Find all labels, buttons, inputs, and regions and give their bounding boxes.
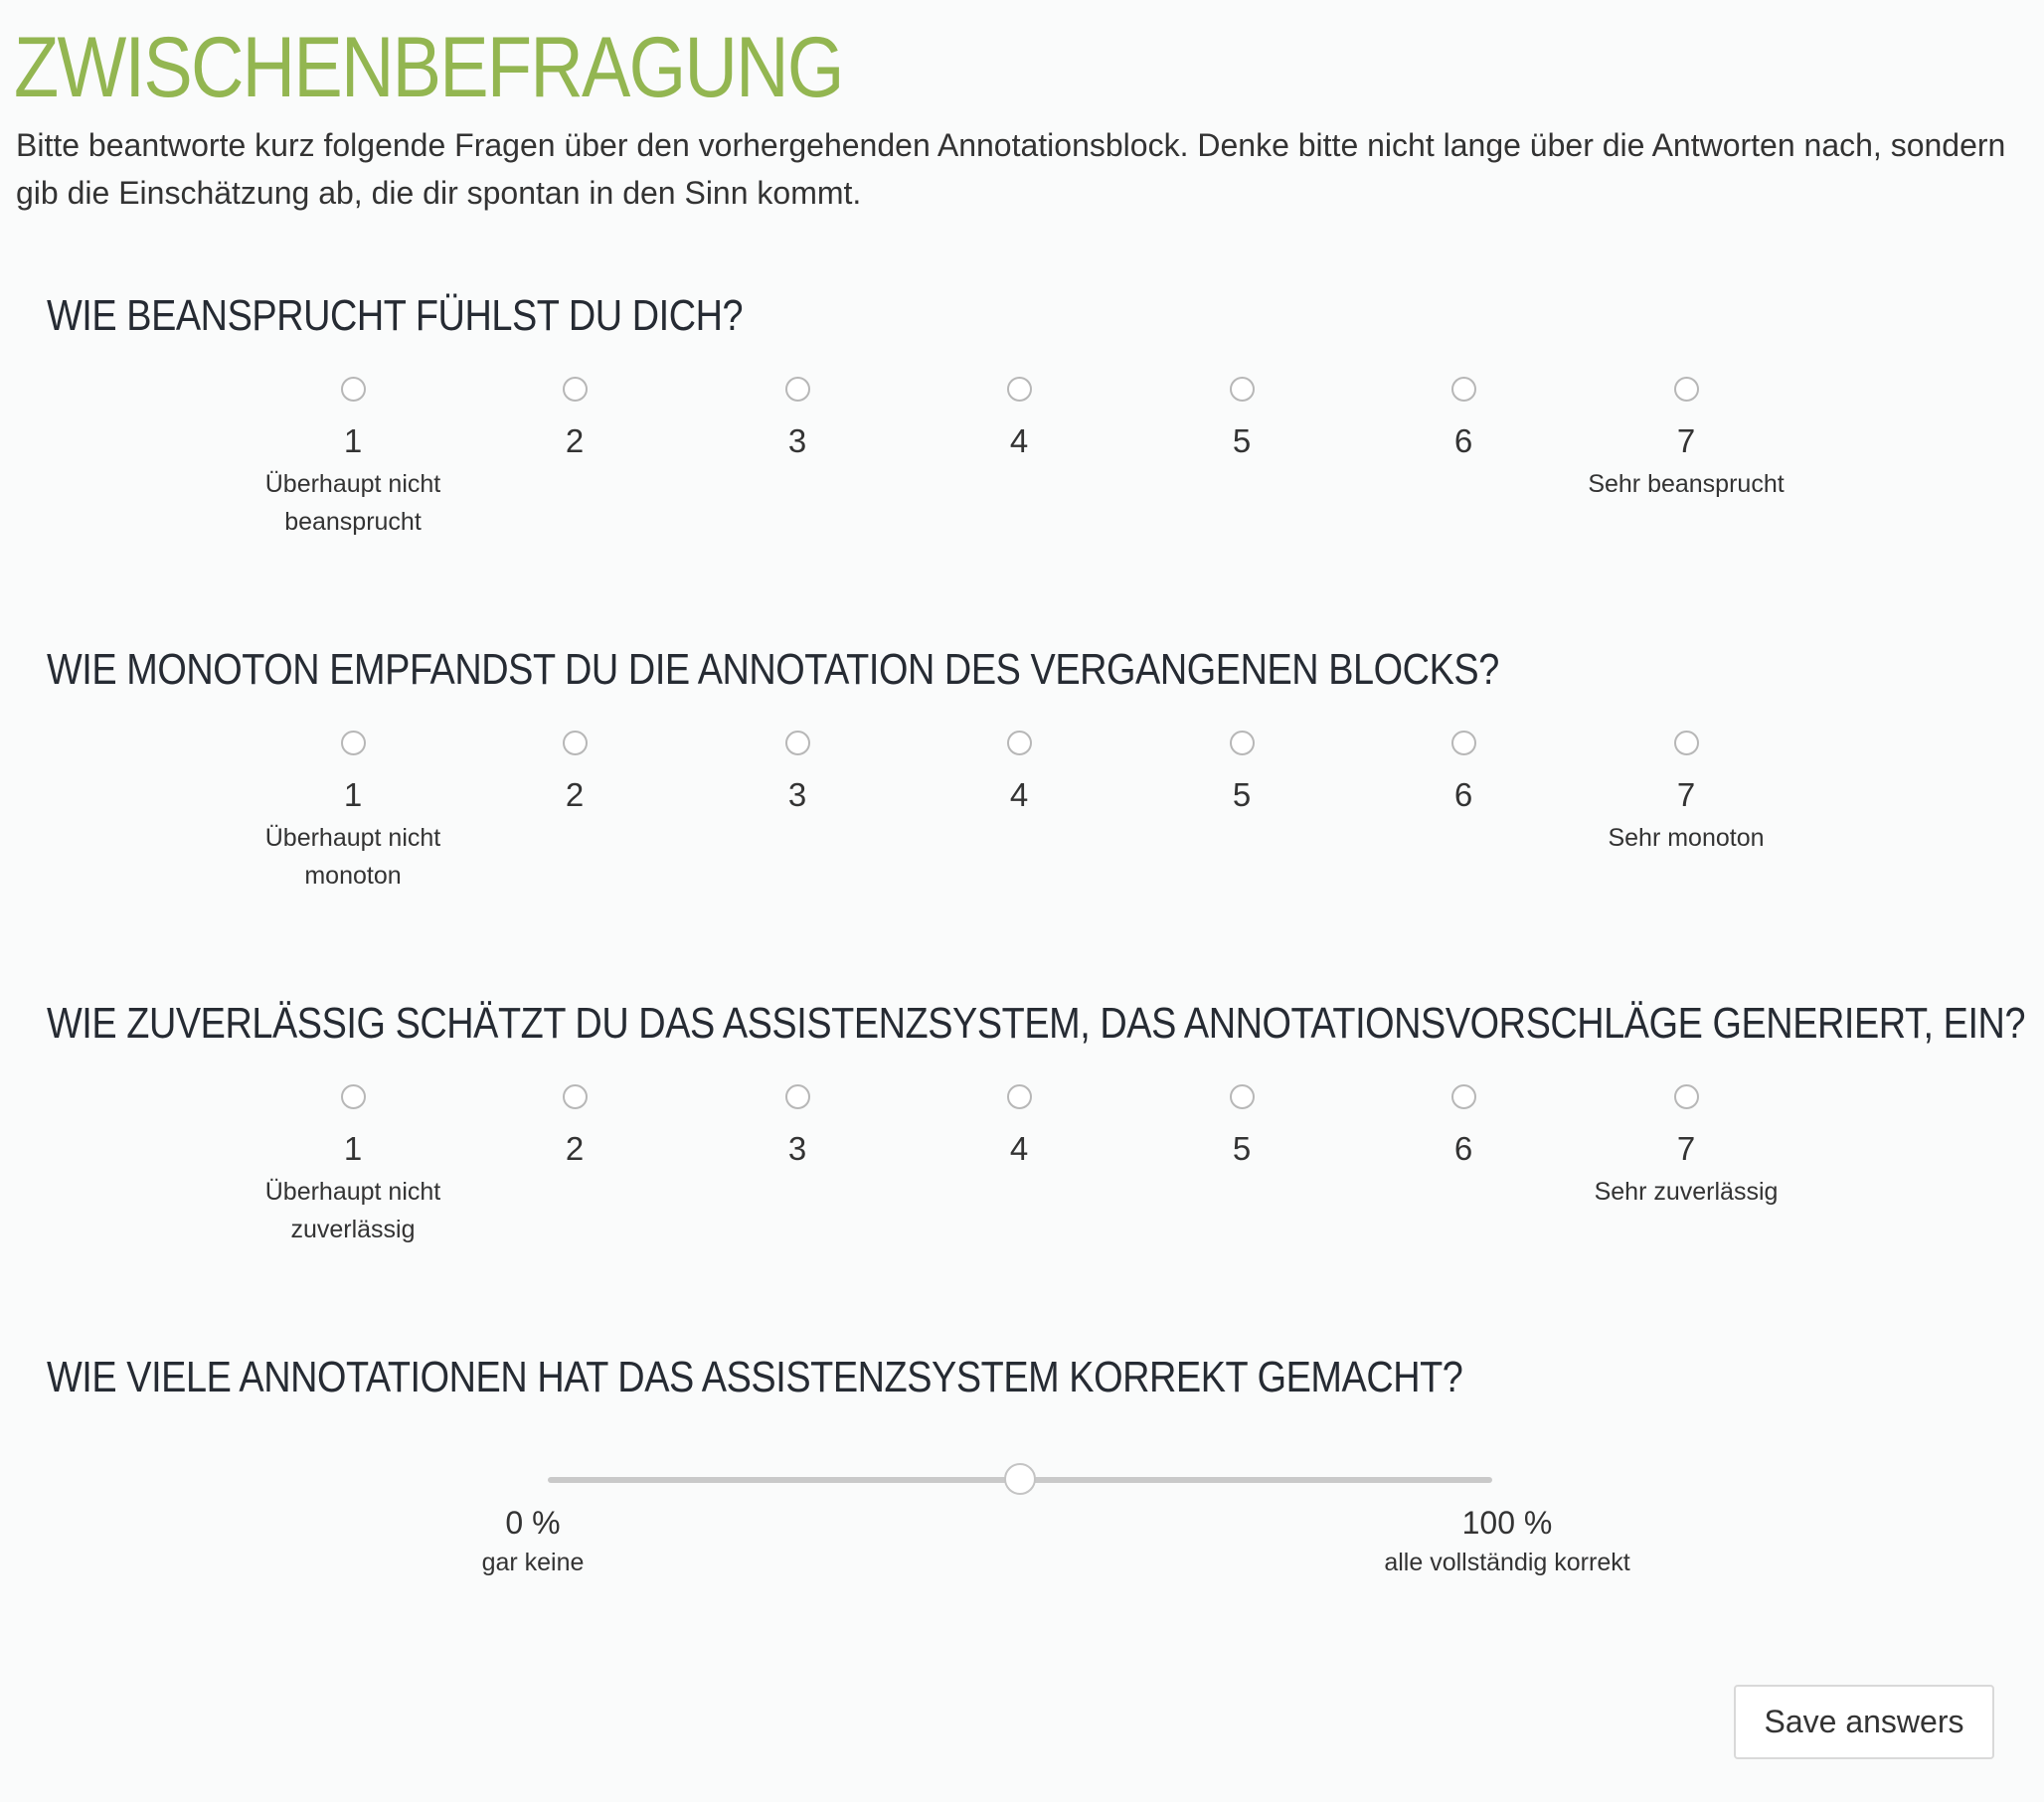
option-number: 5	[1232, 1130, 1252, 1167]
question-1-scale: 1 Überhaupt nicht beansprucht 2 3 4 5 6 …	[0, 377, 2044, 575]
question-3-scale: 1 Überhaupt nicht zuverlässig 2 3 4 5 6 …	[0, 1084, 2044, 1283]
question-2-option-6[interactable]: 6	[1324, 731, 1603, 815]
radio-button[interactable]	[1006, 731, 1032, 755]
scale-max-label: Sehr monoton	[1608, 824, 1765, 852]
option-number: 3	[787, 1130, 807, 1167]
scale-min-label: Überhaupt nicht beansprucht	[264, 470, 441, 536]
option-number: 3	[787, 422, 807, 459]
option-number: 4	[1009, 776, 1029, 813]
option-number: 5	[1232, 422, 1252, 459]
slider-max-label: 100 % alle vollständig korrekt	[1308, 1502, 1706, 1581]
question-4-title: WIE VIELE ANNOTATIONEN HAT DAS ASSISTENZ…	[47, 1353, 1463, 1401]
option-number: 1	[343, 1130, 363, 1167]
question-1-option-3[interactable]: 3	[658, 377, 937, 461]
scale-min-label: Überhaupt nicht zuverlässig	[264, 1178, 441, 1243]
question-1-option-2[interactable]: 2	[435, 377, 714, 461]
question-1-option-7[interactable]: 7 Sehr beansprucht	[1547, 377, 1825, 503]
option-number: 6	[1453, 422, 1473, 459]
radio-button[interactable]	[562, 731, 588, 755]
page-title: ZWISCHENBEFRAGUNG	[14, 20, 844, 115]
radio-button[interactable]	[562, 377, 588, 402]
question-1-option-5[interactable]: 5	[1103, 377, 1381, 461]
option-number: 6	[1453, 776, 1473, 813]
radio-button[interactable]	[1229, 377, 1255, 402]
radio-button[interactable]	[340, 731, 366, 755]
question-2-option-1[interactable]: 1 Überhaupt nicht monoton	[214, 731, 492, 895]
option-number: 2	[565, 776, 585, 813]
radio-button[interactable]	[784, 377, 810, 402]
slider-min-label: 0 % gar keine	[334, 1502, 732, 1581]
slider-min-caption: gar keine	[481, 1549, 585, 1576]
radio-button[interactable]	[1450, 1084, 1476, 1109]
radio-button[interactable]	[1673, 1084, 1699, 1109]
option-number: 1	[343, 422, 363, 459]
option-number: 2	[565, 422, 585, 459]
question-3-option-7[interactable]: 7 Sehr zuverlässig	[1547, 1084, 1825, 1211]
radio-button[interactable]	[1450, 377, 1476, 402]
question-1-option-6[interactable]: 6	[1324, 377, 1603, 461]
question-3-option-5[interactable]: 5	[1103, 1084, 1381, 1169]
radio-button[interactable]	[1229, 731, 1255, 755]
intro-text: Bitte beantworte kurz folgende Fragen üb…	[16, 127, 2006, 211]
scale-max-label: Sehr beansprucht	[1588, 470, 1785, 498]
slider-min-value: 0 %	[505, 1505, 561, 1541]
question-2-option-2[interactable]: 2	[435, 731, 714, 815]
option-number: 5	[1232, 776, 1252, 813]
radio-button[interactable]	[340, 1084, 366, 1109]
question-3-option-4[interactable]: 4	[880, 1084, 1158, 1169]
question-2-option-5[interactable]: 5	[1103, 731, 1381, 815]
slider-handle[interactable]	[1004, 1463, 1036, 1495]
question-2-scale: 1 Überhaupt nicht monoton 2 3 4 5 6 7 Se…	[0, 731, 2044, 929]
question-1-title: WIE BEANSPRUCHT FÜHLST DU DICH?	[47, 291, 744, 340]
radio-button[interactable]	[562, 1084, 588, 1109]
option-number: 6	[1453, 1130, 1473, 1167]
option-number: 1	[343, 776, 363, 813]
question-1-option-4[interactable]: 4	[880, 377, 1158, 461]
radio-button[interactable]	[1229, 1084, 1255, 1109]
radio-button[interactable]	[784, 731, 810, 755]
question-3-option-1[interactable]: 1 Überhaupt nicht zuverlässig	[214, 1084, 492, 1248]
correctness-slider[interactable]	[548, 1463, 1492, 1495]
option-number: 4	[1009, 1130, 1029, 1167]
option-number: 2	[565, 1130, 585, 1167]
option-number: 7	[1676, 422, 1696, 459]
radio-button[interactable]	[1673, 731, 1699, 755]
slider-max-caption: alle vollständig korrekt	[1384, 1549, 1630, 1576]
option-number: 4	[1009, 422, 1029, 459]
question-2-option-3[interactable]: 3	[658, 731, 937, 815]
radio-button[interactable]	[1006, 377, 1032, 402]
radio-button[interactable]	[1006, 1084, 1032, 1109]
option-number: 3	[787, 776, 807, 813]
question-1-option-1[interactable]: 1 Überhaupt nicht beansprucht	[214, 377, 492, 541]
scale-max-label: Sehr zuverlässig	[1594, 1178, 1779, 1206]
radio-button[interactable]	[1450, 731, 1476, 755]
question-2-title: WIE MONOTON EMPFANDST DU DIE ANNOTATION …	[47, 645, 1499, 694]
radio-button[interactable]	[340, 377, 366, 402]
save-answers-button[interactable]: Save answers	[1734, 1685, 1994, 1759]
question-3-option-6[interactable]: 6	[1324, 1084, 1603, 1169]
radio-button[interactable]	[1673, 377, 1699, 402]
question-2-option-7[interactable]: 7 Sehr monoton	[1547, 731, 1825, 857]
option-number: 7	[1676, 1130, 1696, 1167]
question-3-title: WIE ZUVERLÄSSIG SCHÄTZT DU DAS ASSISTENZ…	[47, 999, 2026, 1048]
radio-button[interactable]	[784, 1084, 810, 1109]
slider-max-value: 100 %	[1461, 1505, 1553, 1541]
option-number: 7	[1676, 776, 1696, 813]
question-3-option-2[interactable]: 2	[435, 1084, 714, 1169]
scale-min-label: Überhaupt nicht monoton	[264, 824, 441, 890]
question-2-option-4[interactable]: 4	[880, 731, 1158, 815]
question-3-option-3[interactable]: 3	[658, 1084, 937, 1169]
